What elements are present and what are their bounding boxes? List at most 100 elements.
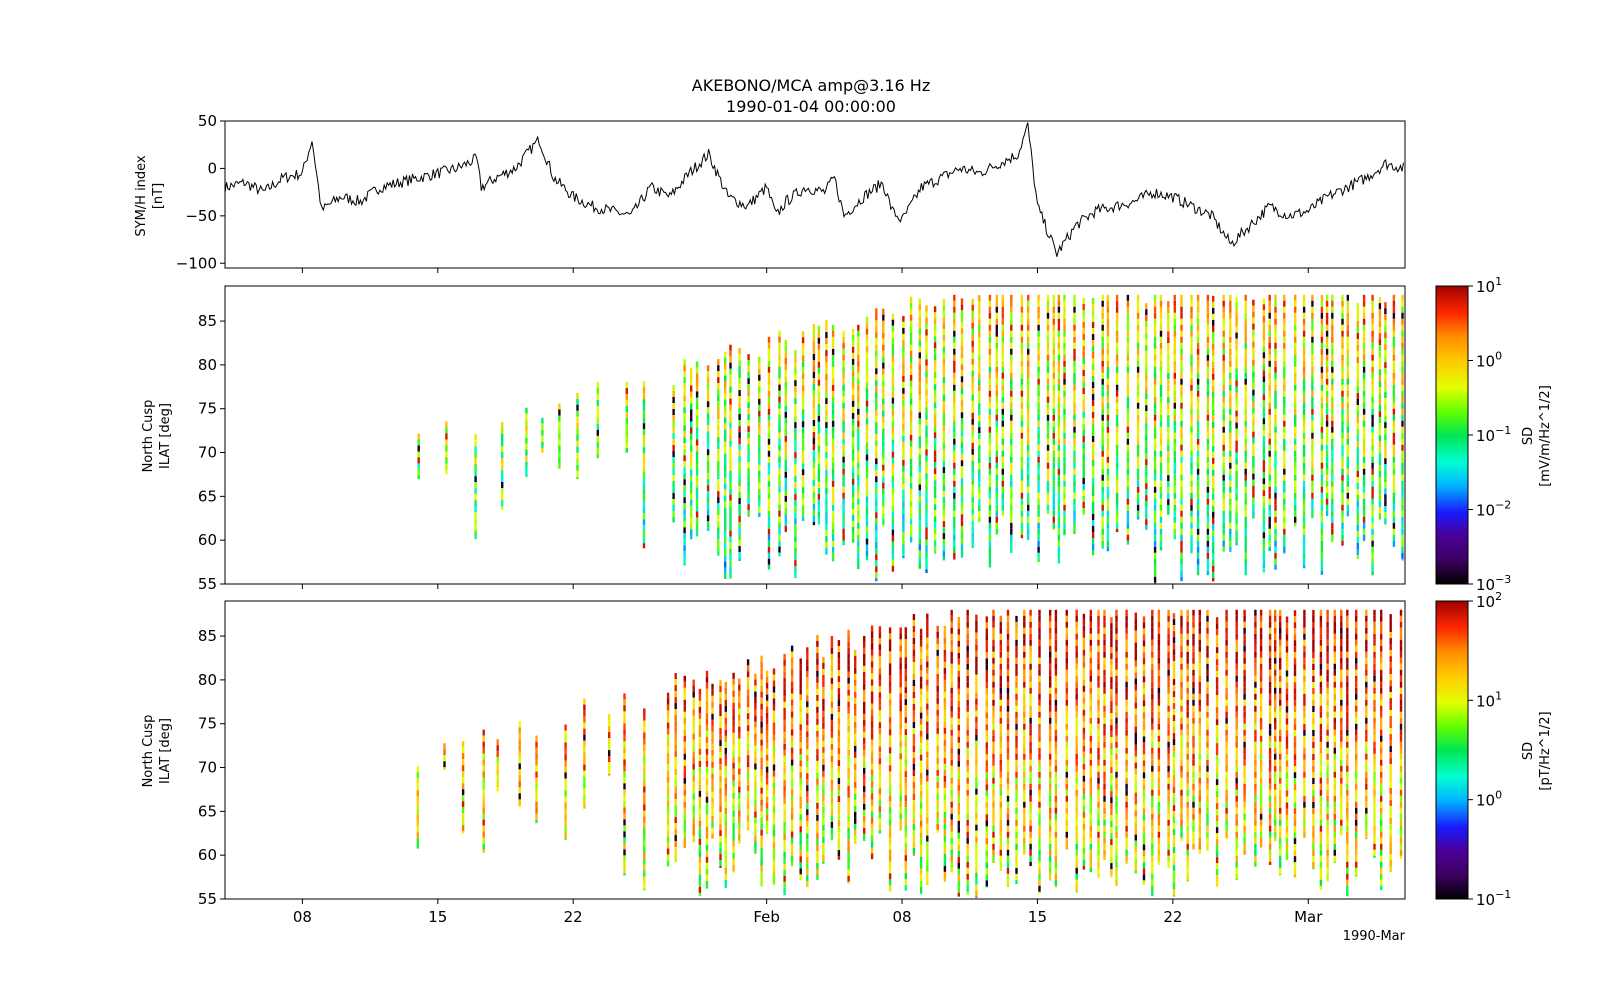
heatmap-cell <box>1020 342 1024 349</box>
heatmap-cell <box>1052 378 1055 385</box>
heatmap-cell <box>942 377 946 384</box>
heatmap-cell <box>1283 318 1286 325</box>
heatmap-cell <box>1037 318 1040 325</box>
heatmap-cell <box>705 838 709 845</box>
heatmap-cell <box>863 821 866 828</box>
heatmap-cell <box>583 800 586 807</box>
heatmap-cell <box>778 546 781 553</box>
heatmap-cell <box>760 793 763 800</box>
heatmap-cell <box>1274 366 1277 373</box>
heatmap-cell <box>953 528 956 535</box>
heatmap-cell <box>1325 438 1329 445</box>
heatmap-cell <box>857 564 860 569</box>
heatmap-cell <box>690 493 693 500</box>
heatmap-cell <box>1020 372 1024 379</box>
heatmap-cell <box>842 498 845 505</box>
heatmap-cell <box>690 415 693 422</box>
heatmap-cell <box>596 429 599 436</box>
heatmap-cell <box>1153 510 1157 517</box>
heatmap-cell <box>995 420 998 427</box>
heatmap-cell <box>1206 336 1210 343</box>
heatmap-cell <box>1101 444 1104 451</box>
heatmap-cell <box>1063 438 1066 445</box>
heatmap-cell <box>831 510 835 517</box>
heatmap-cell <box>1091 394 1095 400</box>
heatmap-cell <box>643 726 646 733</box>
heatmap-cell <box>1063 330 1066 337</box>
heatmap-cell <box>1106 396 1110 403</box>
heatmap-cell <box>1073 414 1076 421</box>
heatmap-cell <box>1057 330 1061 337</box>
heatmap-cell <box>1274 342 1277 349</box>
heatmap-cell <box>831 444 835 451</box>
heatmap-cell <box>1212 523 1215 530</box>
heatmap-cell <box>738 498 741 505</box>
heatmap-cell <box>1371 528 1374 535</box>
heatmap-cell <box>1136 504 1140 511</box>
heatmap-cell <box>971 322 974 329</box>
heatmap-cell <box>1159 456 1163 463</box>
heatmap-cell <box>790 723 794 730</box>
heatmap-cell <box>643 780 646 787</box>
heatmap-cell <box>1106 528 1110 535</box>
heatmap-cell <box>942 485 946 492</box>
heatmap-cell <box>717 371 720 378</box>
heatmap-cell <box>705 874 709 881</box>
heatmap-cell <box>1384 458 1387 465</box>
heatmap-cell <box>953 360 956 367</box>
heatmap-cell <box>1073 330 1076 337</box>
heatmap-cell <box>847 881 850 884</box>
heatmap-cell <box>1311 330 1314 337</box>
heatmap-cell <box>1063 522 1066 529</box>
heatmap-cell <box>1046 474 1050 481</box>
heatmap-cell <box>799 706 802 713</box>
heatmap-cell <box>765 688 769 695</box>
heatmap-cell <box>1180 462 1183 469</box>
heatmap-cell <box>1274 522 1277 529</box>
heatmap-cell <box>1159 318 1163 325</box>
heatmap-cell <box>1244 372 1247 379</box>
heatmap-cell <box>1222 294 1225 301</box>
heatmap-cell <box>857 450 860 457</box>
heatmap-cell <box>623 723 626 730</box>
heatmap-cell <box>706 383 710 390</box>
heatmap-cell <box>705 802 709 809</box>
heatmap-cell <box>1268 294 1271 301</box>
heatmap-cell <box>978 301 981 308</box>
heatmap-cell <box>1212 295 1215 302</box>
heatmap-cell <box>830 701 834 708</box>
heatmap-cell <box>1222 516 1225 523</box>
heatmap-cell <box>1101 402 1104 409</box>
heatmap-cell <box>1302 312 1306 319</box>
heatmap-cell <box>724 873 727 880</box>
heatmap-cell <box>902 357 905 364</box>
heatmap-cell <box>1252 341 1255 348</box>
heatmap-cell <box>1294 468 1297 475</box>
heatmap-cell <box>729 440 732 447</box>
efield-ylabel-line2: ILAT [deg] <box>158 403 173 469</box>
heatmap-cell <box>1283 378 1286 385</box>
heatmap-cell <box>1268 408 1271 415</box>
heatmap-cell <box>754 721 757 728</box>
heatmap-cell <box>1126 438 1130 445</box>
heatmap-cell <box>717 395 720 402</box>
heatmap-cell <box>1001 336 1004 343</box>
heatmap-cell <box>925 347 928 354</box>
heatmap-cell <box>816 790 819 797</box>
heatmap-cell <box>754 715 757 722</box>
heatmap-cell <box>825 548 828 555</box>
heatmap-cell <box>988 312 992 319</box>
heatmap-cell <box>790 831 794 838</box>
heatmap-cell <box>698 850 702 857</box>
heatmap-cell <box>1244 378 1247 385</box>
heatmap-cell <box>692 727 695 734</box>
heatmap-cell <box>925 413 928 420</box>
heatmap-cell <box>1362 312 1366 319</box>
heatmap-cell <box>865 334 869 341</box>
heatmap-cell <box>865 544 869 551</box>
heatmap-cell <box>1145 393 1148 400</box>
heatmap-cell <box>891 361 895 368</box>
heatmap-cell <box>1046 384 1050 391</box>
heatmap-cell <box>1356 453 1359 459</box>
heatmap-cell <box>1145 525 1148 530</box>
